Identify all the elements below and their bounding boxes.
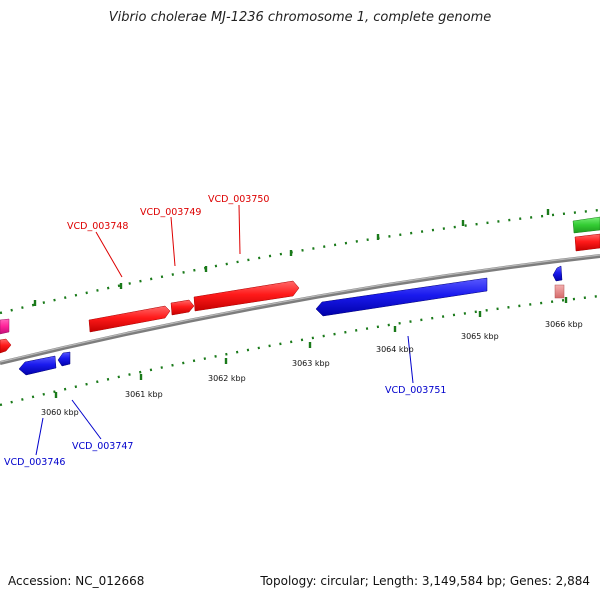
gene-vcd-003747[interactable] (57, 351, 71, 367)
scale-label-3064: 3064 kbp (376, 345, 414, 354)
gene-label-vcd-003748: VCD_003748 (67, 221, 128, 232)
reverse-gene-labels: VCD_003746 VCD_003747 VCD_003751 (4, 385, 446, 468)
genome-summary-text: Topology: circular; Length: 3,149,584 bp… (260, 574, 590, 588)
forward-label-leaders (95, 204, 241, 278)
scale-label-3061: 3061 kbp (125, 390, 163, 399)
gene-label-vcd-003747: VCD_003747 (72, 441, 133, 452)
gene-vcd-003748[interactable] (88, 305, 171, 333)
map-title: Vibrio cholerae MJ-1236 chromosome 1, co… (108, 10, 492, 25)
genome-backbone-highlight (0, 254, 600, 363)
forward-gene-labels: VCD_003748 VCD_003749 VCD_003750 (67, 194, 269, 232)
gene-label-vcd-003749: VCD_003749 (140, 207, 201, 218)
gene-faded-small[interactable] (554, 284, 565, 299)
scale-label-3066: 3066 kbp (545, 320, 583, 329)
scale-label-3060: 3060 kbp (41, 408, 79, 417)
reverse-label-leaders (35, 335, 414, 456)
accession-text: Accession: NC_012668 (8, 574, 145, 588)
gene-label-vcd-003751: VCD_003751 (385, 385, 446, 396)
genome-backbone (0, 254, 600, 365)
gene-small-reverse[interactable] (552, 265, 563, 282)
scale-label-3062: 3062 kbp (208, 374, 246, 383)
gene-vcd-003749[interactable] (170, 299, 195, 316)
lower-major-ticks (54, 297, 568, 398)
gene-vcd-003750[interactable] (193, 280, 300, 312)
scale-label-3065: 3065 kbp (461, 332, 499, 341)
gene-green-right-edge[interactable] (572, 216, 600, 234)
gene-vcd-003751[interactable] (315, 277, 488, 317)
lower-tick-ruler (0, 294, 600, 407)
gene-vcd-003746[interactable] (18, 355, 57, 376)
gene-right-edge-forward[interactable] (574, 233, 600, 252)
scale-label-3063: 3063 kbp (292, 359, 330, 368)
gene-left-edge-forward[interactable] (0, 338, 12, 354)
scale-labels: 3060 kbp 3061 kbp 3062 kbp 3063 kbp 3064… (41, 320, 583, 417)
upper-major-ticks (33, 209, 550, 306)
gene-pink-left-edge[interactable] (0, 318, 10, 335)
gene-label-vcd-003750: VCD_003750 (208, 194, 269, 205)
gene-label-vcd-003746: VCD_003746 (4, 457, 65, 468)
